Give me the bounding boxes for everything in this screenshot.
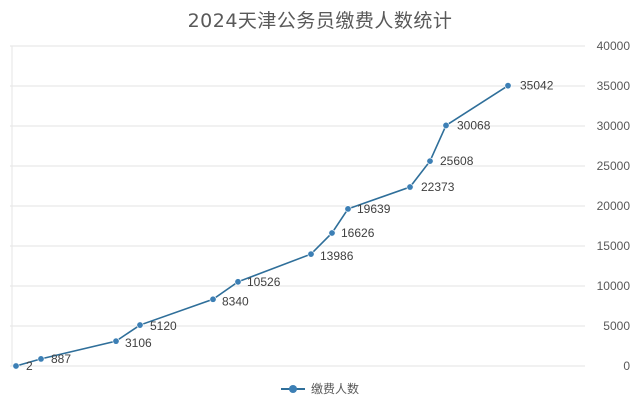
legend-line-marker-icon [280, 384, 305, 394]
series-polyline [15, 84, 509, 367]
data-point [344, 205, 352, 213]
data-label: 19639 [357, 202, 391, 216]
y-tick-label: 40000 [597, 39, 631, 53]
data-label: 887 [51, 352, 71, 366]
data-label: 8340 [222, 294, 249, 308]
series-line [12, 82, 512, 370]
data-label: 25608 [440, 154, 474, 168]
data-label: 22373 [421, 180, 455, 194]
data-label: 16626 [341, 226, 375, 240]
data-point [442, 121, 450, 129]
data-label: 35042 [520, 79, 554, 93]
data-point [234, 278, 242, 286]
data-point [112, 337, 120, 345]
data-label: 13986 [320, 249, 354, 263]
legend-label: 缴费人数 [310, 382, 359, 396]
data-label: 2 [26, 359, 33, 373]
y-tick-label: 30000 [597, 119, 631, 133]
gridlines [10, 45, 585, 367]
data-label: 10526 [247, 275, 281, 289]
data-point [136, 321, 144, 329]
y-tick-label: 25000 [597, 159, 631, 173]
data-point [504, 82, 512, 90]
y-tick-label: 5000 [603, 319, 630, 333]
chart-title: 2024天津公务员缴费人数统计 [187, 10, 453, 32]
data-point [406, 183, 414, 191]
legend[interactable]: 缴费人数 [0, 380, 640, 397]
data-point [209, 295, 217, 303]
data-labels: 2 887 3106 5120 8340 10526 13986 16626 19639 2237… [26, 79, 554, 373]
data-label: 5120 [150, 319, 177, 333]
data-point [37, 355, 45, 363]
data-label: 3106 [125, 336, 152, 350]
y-tick-label: 20000 [597, 199, 631, 213]
y-tick-label: 15000 [597, 239, 631, 253]
data-point [328, 229, 336, 237]
data-point [12, 362, 20, 370]
y-tick-label: 35000 [597, 79, 631, 93]
y-axis-ticks: 0 5000 10000 15000 20000 25000 30000 35000 40000 [597, 39, 631, 373]
data-point [426, 157, 434, 165]
y-tick-label: 0 [623, 359, 630, 373]
data-point [307, 250, 315, 258]
data-label: 30068 [457, 118, 491, 132]
y-tick-label: 10000 [597, 279, 631, 293]
